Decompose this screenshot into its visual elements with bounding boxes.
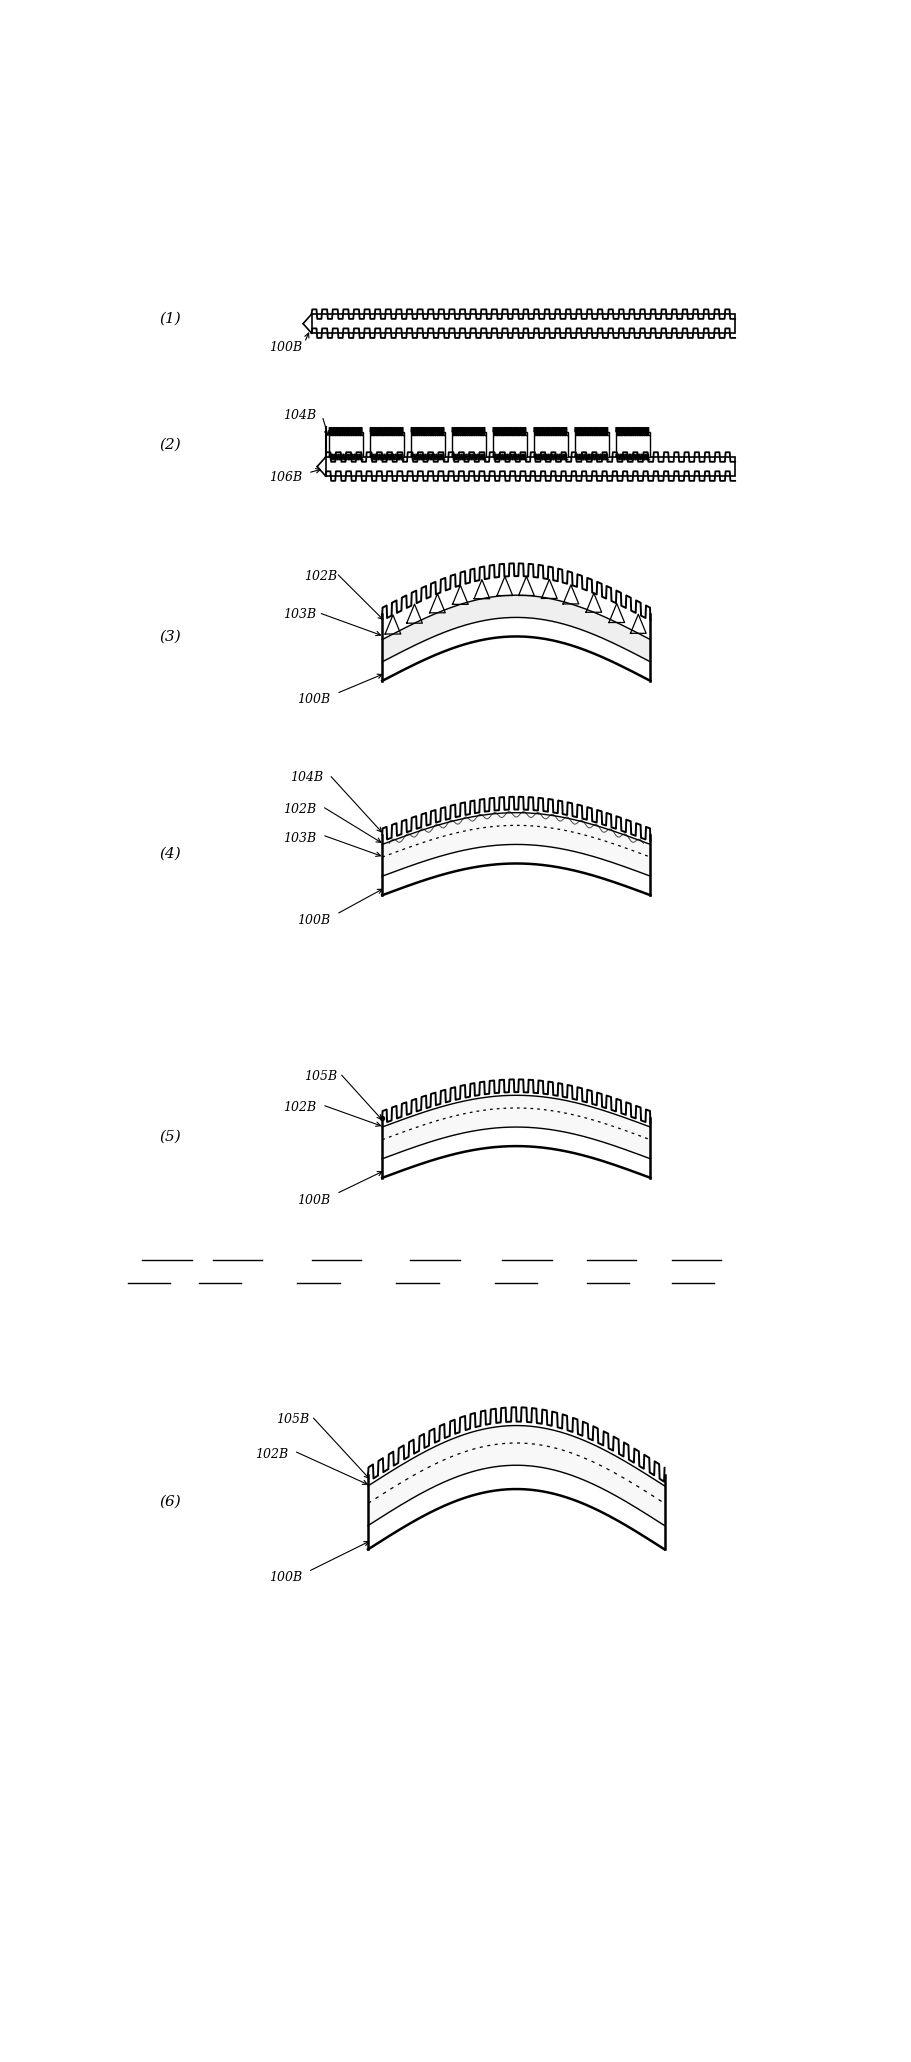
- Text: (1): (1): [159, 311, 181, 326]
- Text: 100B: 100B: [270, 340, 302, 355]
- Text: 103B: 103B: [283, 831, 316, 845]
- Text: 102B: 102B: [304, 569, 338, 584]
- Text: 103B: 103B: [283, 608, 316, 621]
- Text: 102B: 102B: [283, 802, 316, 817]
- Text: 100B: 100B: [297, 913, 331, 928]
- Bar: [312, 313, 735, 334]
- Text: (4): (4): [159, 847, 181, 862]
- Text: (3): (3): [159, 629, 181, 643]
- Bar: [329, 431, 363, 458]
- Text: (5): (5): [159, 1130, 181, 1144]
- Bar: [326, 458, 735, 476]
- Text: 104B: 104B: [291, 771, 323, 784]
- Bar: [370, 431, 404, 458]
- Text: 100B: 100B: [270, 1571, 302, 1584]
- Text: 102B: 102B: [283, 1101, 316, 1113]
- Bar: [575, 431, 609, 458]
- Text: 102B: 102B: [255, 1448, 288, 1460]
- Text: 106B: 106B: [270, 470, 302, 485]
- Text: 100B: 100B: [297, 693, 331, 707]
- Bar: [411, 431, 445, 458]
- Text: 105B: 105B: [276, 1412, 310, 1425]
- Bar: [616, 431, 650, 458]
- Text: 105B: 105B: [304, 1070, 338, 1083]
- Bar: [534, 431, 568, 458]
- Text: 100B: 100B: [297, 1194, 331, 1206]
- Bar: [493, 431, 527, 458]
- Bar: [452, 431, 486, 458]
- Text: (2): (2): [159, 437, 181, 452]
- Text: 104B: 104B: [283, 408, 316, 423]
- Text: (6): (6): [159, 1495, 181, 1509]
